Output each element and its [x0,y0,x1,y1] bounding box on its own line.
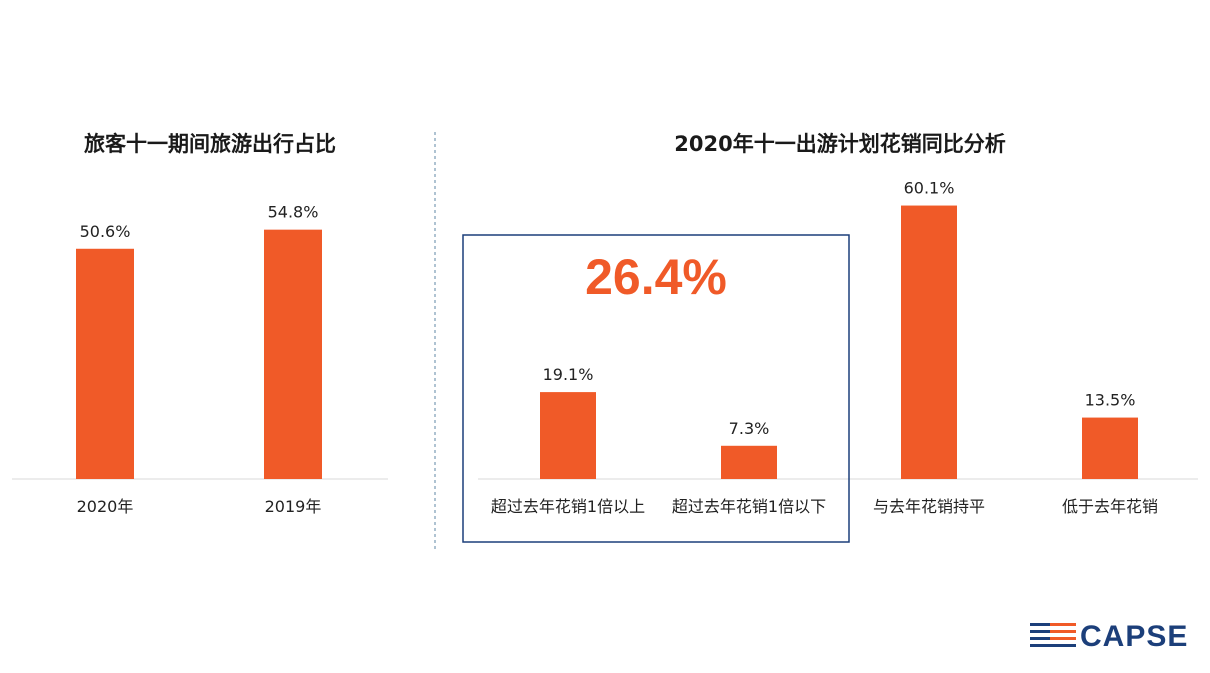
chart2: 26.4% 19.1% 超过去年花销1倍以上 7.3% 超过去年花销1倍以下 60.1%… [462,179,1198,543]
chart2-value-label-2: 60.1% [904,179,955,198]
chart1-category-label-0: 2020年 [77,497,134,516]
chart2-value-label-3: 13.5% [1085,391,1136,410]
chart1-category-label-1: 2019年 [265,497,322,516]
chart2-category-label-1: 超过去年花销1倍以下 [672,497,826,516]
chart2-bar-0 [540,392,596,479]
capse-logo: CAPSE [1030,620,1188,653]
chart2-category-label-3: 低于去年花销 [1062,497,1158,516]
chart1-bar-1 [264,229,322,479]
chart1-value-label-0: 50.6% [80,222,131,241]
chart2-category-label-0: 超过去年花销1倍以上 [491,497,645,516]
chart2-title: 2020年十一出游计划花销同比分析 [674,132,1006,156]
highlight-box [462,234,850,543]
chart2-value-label-0: 19.1% [543,365,594,384]
highlight-value: 26.4% [585,249,727,305]
chart2-value-label-1: 7.3% [729,419,770,438]
chart1-title: 旅客十一期间旅游出行占比 [84,132,336,156]
chart2-bar-1 [721,445,777,479]
logo-text: CAPSE [1080,620,1188,653]
chart1-bar-0 [76,248,134,479]
chart1-value-label-1: 54.8% [268,203,319,222]
chart2-bar-3 [1082,417,1138,479]
chart2-bar-2 [901,205,957,480]
chart2-category-label-2: 与去年花销持平 [873,497,985,516]
chart1: 50.6% 2020年 54.8% 2019年 [12,203,388,516]
